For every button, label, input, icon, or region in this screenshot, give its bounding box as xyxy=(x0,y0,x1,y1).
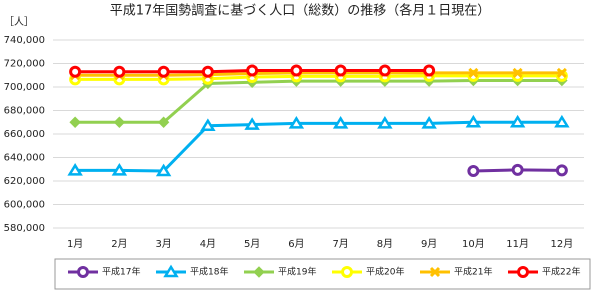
marker xyxy=(201,65,214,78)
legend-label: 平成18年 xyxy=(190,266,228,278)
x-tick-label: 9月 xyxy=(421,238,437,250)
x-tick-label: 1月 xyxy=(67,238,83,250)
marker xyxy=(200,118,216,132)
series-line xyxy=(75,79,562,124)
marker xyxy=(377,116,393,129)
marker xyxy=(512,67,523,78)
marker xyxy=(378,64,391,77)
marker xyxy=(155,163,172,177)
x-tick-label: 11月 xyxy=(506,238,529,250)
series-line xyxy=(75,74,562,81)
marker xyxy=(332,116,349,129)
legend-item: 平成19年 xyxy=(244,266,316,278)
marker xyxy=(244,117,260,130)
y-tick-label: 740,000 xyxy=(4,35,45,46)
marker xyxy=(509,114,526,128)
legend-marker xyxy=(517,266,529,278)
marker xyxy=(157,116,170,128)
marker xyxy=(467,165,480,178)
marker xyxy=(288,116,305,129)
legend-marker xyxy=(253,266,265,278)
x-tick-label: 6月 xyxy=(288,238,304,250)
x-tick-label: 3月 xyxy=(155,238,171,250)
legend-label: 平成17年 xyxy=(102,266,140,278)
legend-label: 平成19年 xyxy=(278,266,316,278)
y-tick-label: 600,000 xyxy=(4,200,45,211)
marker xyxy=(113,65,126,78)
y-axis-label: ［人］ xyxy=(4,16,34,28)
legend-marker xyxy=(429,266,441,278)
series-line xyxy=(75,120,562,173)
marker xyxy=(511,163,524,176)
legend-item: 平成22年 xyxy=(508,266,580,278)
y-tick-label: 620,000 xyxy=(4,176,45,187)
marker xyxy=(465,114,482,128)
legend-item: 平成21年 xyxy=(420,266,492,278)
x-tick-label: 2月 xyxy=(111,238,127,250)
legend-label: 平成22年 xyxy=(542,266,580,278)
marker xyxy=(69,116,81,128)
marker xyxy=(111,163,128,176)
legend-marker xyxy=(77,266,89,278)
legend-label: 平成20年 xyxy=(366,266,404,278)
y-tick-label: 660,000 xyxy=(4,129,45,140)
y-tick-label: 580,000 xyxy=(4,223,45,234)
x-tick-label: 12月 xyxy=(551,238,574,250)
legend-box xyxy=(54,258,591,290)
y-tick-label: 640,000 xyxy=(4,153,45,164)
chart-title: 平成17年国勢調査に基づく人口（総数）の推移（各月１日現在） xyxy=(110,3,491,19)
marker xyxy=(290,64,303,77)
x-tick-label: 8月 xyxy=(377,238,393,250)
legend-item: 平成18年 xyxy=(156,264,228,278)
marker xyxy=(554,114,570,128)
marker xyxy=(423,64,436,77)
y-tick-label: 680,000 xyxy=(4,106,45,117)
marker xyxy=(421,116,437,129)
marker xyxy=(157,65,170,78)
legend-label: 平成21年 xyxy=(454,266,492,278)
marker xyxy=(246,64,259,77)
marker xyxy=(556,67,567,78)
x-tick-label: 5月 xyxy=(244,238,260,250)
series-line xyxy=(75,71,562,77)
marker xyxy=(468,67,479,78)
x-tick-label: 4月 xyxy=(200,238,216,250)
y-tick-label: 700,000 xyxy=(4,82,45,93)
legend-item: 平成20年 xyxy=(332,266,404,278)
marker xyxy=(334,64,347,77)
marker xyxy=(113,116,126,128)
marker xyxy=(555,164,568,177)
legend-item: 平成17年 xyxy=(68,266,140,278)
x-tick-label: 10月 xyxy=(462,238,485,250)
legend-marker xyxy=(163,264,179,278)
marker xyxy=(67,163,83,176)
legend-marker xyxy=(341,266,353,278)
x-tick-label: 7月 xyxy=(332,238,348,250)
y-tick-label: 720,000 xyxy=(4,59,45,70)
marker xyxy=(69,65,82,78)
